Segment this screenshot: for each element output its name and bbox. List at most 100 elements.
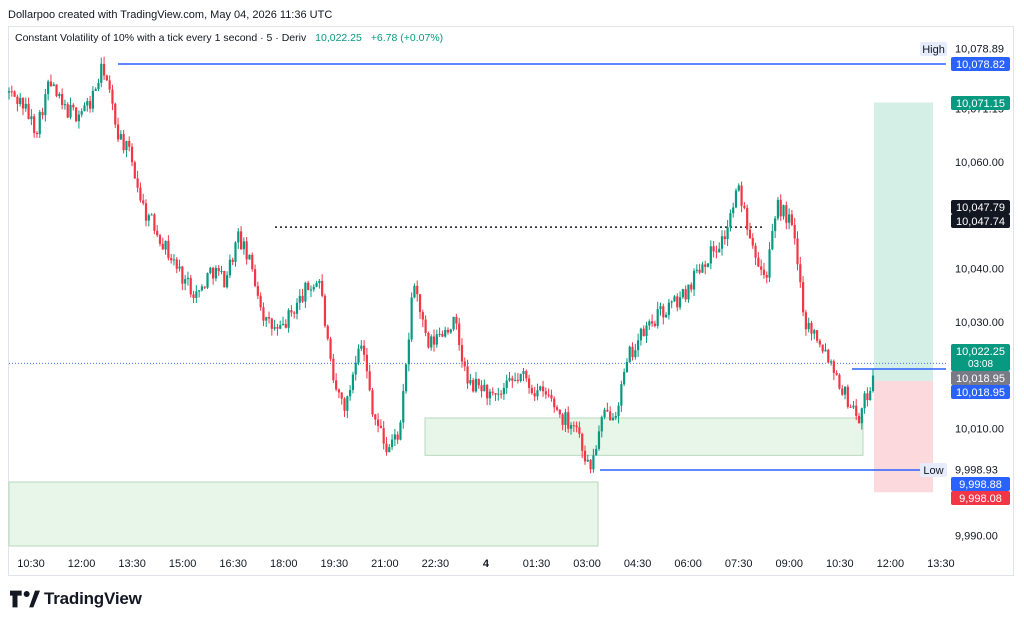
candle-body xyxy=(66,104,69,118)
candle-body xyxy=(567,412,570,429)
candle-body xyxy=(181,266,184,284)
candle-body xyxy=(539,386,542,391)
candle-body xyxy=(782,205,785,217)
brand-name: TradingView xyxy=(44,589,142,608)
candle-body xyxy=(788,214,791,223)
candle-body xyxy=(416,285,419,295)
candle-body xyxy=(678,297,682,308)
candle-body xyxy=(651,321,654,324)
candle-body xyxy=(119,134,122,140)
time-axis-tick: 03:00 xyxy=(573,558,601,570)
candle-body xyxy=(692,270,696,290)
time-axis-tick: 19:30 xyxy=(321,558,349,570)
candle-body xyxy=(242,241,245,250)
candle-body xyxy=(648,321,651,326)
candle-body xyxy=(212,267,215,279)
candle-body xyxy=(393,434,396,440)
candle-body xyxy=(729,213,732,228)
candle-body xyxy=(477,378,480,386)
high-line-value: 10,078.82 xyxy=(956,59,1005,71)
candle-body xyxy=(628,346,631,362)
candle-body xyxy=(511,378,514,381)
candle-body xyxy=(606,409,609,412)
candle-body xyxy=(740,185,743,206)
candle-body xyxy=(807,322,810,330)
candle-body xyxy=(497,393,500,395)
candle-body xyxy=(491,391,494,394)
price-axis-tick: 10,030.00 xyxy=(955,317,1004,329)
candle-body xyxy=(768,249,771,278)
stop-value-box xyxy=(951,491,1010,505)
candle-body xyxy=(863,393,866,409)
candle-body xyxy=(569,425,573,429)
candle-body xyxy=(61,93,64,105)
candle-body xyxy=(430,336,433,348)
candle-body xyxy=(354,362,357,375)
header-created-line: Dollarpoo created with TradingView.com, … xyxy=(8,9,333,21)
candle-body xyxy=(27,103,30,120)
entry-line-value-box xyxy=(951,385,1010,399)
candle-body xyxy=(69,104,72,118)
candle-body xyxy=(360,345,363,349)
candle-body xyxy=(695,269,698,271)
candle-body xyxy=(609,411,612,421)
candle-body xyxy=(866,393,869,401)
candle-body xyxy=(295,302,299,314)
high-label: High xyxy=(922,44,945,56)
candle-body xyxy=(785,205,788,223)
candle-body xyxy=(757,257,760,267)
candle-body xyxy=(701,264,704,273)
candle-body xyxy=(623,371,626,385)
candle-body xyxy=(527,378,531,388)
candle-body xyxy=(404,364,408,392)
candle-body xyxy=(312,286,315,290)
candle-body xyxy=(589,459,592,470)
time-axis-tick: 16:30 xyxy=(219,558,247,570)
candle-body xyxy=(128,140,131,147)
candle-body xyxy=(799,264,802,283)
candle-body xyxy=(575,425,578,428)
candle-body xyxy=(818,340,821,345)
candle-body xyxy=(776,199,780,219)
candle-body xyxy=(399,422,402,440)
candle-body xyxy=(245,241,248,260)
candle-body xyxy=(827,349,830,363)
candle-body xyxy=(460,345,464,362)
candle-body xyxy=(513,379,517,381)
candle-body xyxy=(172,259,176,261)
candle-body xyxy=(525,371,528,379)
candle-body xyxy=(214,267,218,279)
candle-body xyxy=(720,236,724,249)
candle-body xyxy=(681,289,684,298)
candle-body xyxy=(52,84,55,87)
candle-body xyxy=(385,443,388,453)
candle-body xyxy=(734,190,738,208)
candle-body xyxy=(231,259,234,262)
symbol-description: Constant Volatility of 10% with a tick e… xyxy=(15,32,307,44)
time-axis-tick: 01:30 xyxy=(523,558,551,570)
last-price-box xyxy=(951,344,1010,371)
low-value: 9,998.93 xyxy=(955,465,998,477)
candle-body xyxy=(102,63,106,76)
candle-body xyxy=(192,294,195,298)
candle-body xyxy=(441,333,444,337)
candle-body xyxy=(698,269,701,273)
candle-body xyxy=(553,398,556,408)
candle-body xyxy=(223,271,226,288)
candle-body xyxy=(706,263,710,267)
candle-body xyxy=(256,285,259,296)
candle-body xyxy=(144,203,148,221)
candle-body xyxy=(139,187,142,201)
candle-body xyxy=(611,417,615,421)
candle-body xyxy=(600,417,603,432)
candle-body xyxy=(262,307,265,321)
symbol-legend[interactable]: Constant Volatility of 10% with a tick e… xyxy=(15,32,443,44)
candle-body xyxy=(432,336,436,345)
candle-body xyxy=(10,91,13,93)
candle-body xyxy=(186,277,190,280)
candle-body xyxy=(421,312,424,320)
candle-body xyxy=(298,295,301,303)
candle-body xyxy=(225,275,229,288)
candle-body xyxy=(407,339,410,365)
